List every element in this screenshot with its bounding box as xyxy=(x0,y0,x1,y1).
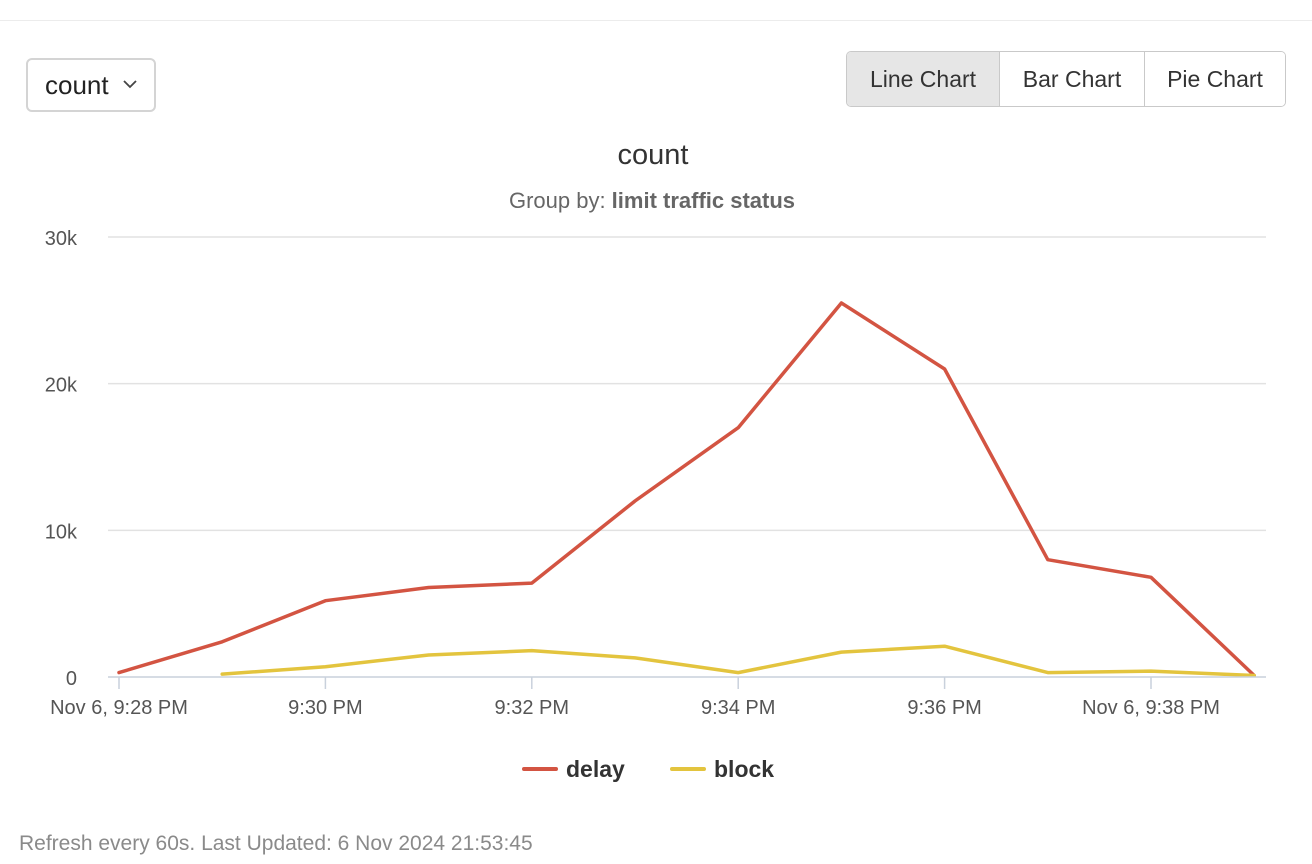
legend-label-delay: delay xyxy=(566,756,625,782)
legend-label-block: block xyxy=(714,756,774,782)
subtitle-prefix: Group by: xyxy=(509,188,612,213)
x-tick-label: 9:36 PM xyxy=(907,697,981,719)
line-chart: count Group by: limit traffic status 0 10… xyxy=(45,139,1266,782)
x-tick-label: 9:30 PM xyxy=(288,697,362,719)
y-tick-label: 30k xyxy=(45,228,78,250)
series-line-block xyxy=(220,644,1256,678)
chart-title: count xyxy=(618,139,689,171)
chart-subtitle: Group by: limit traffic status xyxy=(509,188,795,213)
y-tick-label: 0 xyxy=(66,668,77,690)
bar-chart-button[interactable]: Bar Chart xyxy=(999,52,1144,106)
y-tick-label: 20k xyxy=(45,375,78,397)
pie-chart-button[interactable]: Pie Chart xyxy=(1144,52,1285,106)
subtitle-value: limit traffic status xyxy=(612,188,795,213)
x-tick-label: Nov 6, 9:28 PM xyxy=(50,697,188,719)
series-line-delay xyxy=(117,301,1256,678)
y-tick-label: 10k xyxy=(45,521,78,543)
top-divider xyxy=(0,20,1312,21)
metric-select-value: count xyxy=(45,69,109,100)
chevron-down-icon xyxy=(123,80,137,89)
refresh-status: Refresh every 60s. Last Updated: 6 Nov 2… xyxy=(19,832,533,855)
metric-select[interactable]: count xyxy=(26,58,156,112)
x-tick-label: 9:34 PM xyxy=(701,697,775,719)
chart-type-switch: Line Chart Bar Chart Pie Chart xyxy=(846,51,1286,107)
line-chart-button[interactable]: Line Chart xyxy=(847,52,999,106)
x-tick-label: Nov 6, 9:38 PM xyxy=(1082,697,1220,719)
x-tick-label: 9:32 PM xyxy=(495,697,569,719)
